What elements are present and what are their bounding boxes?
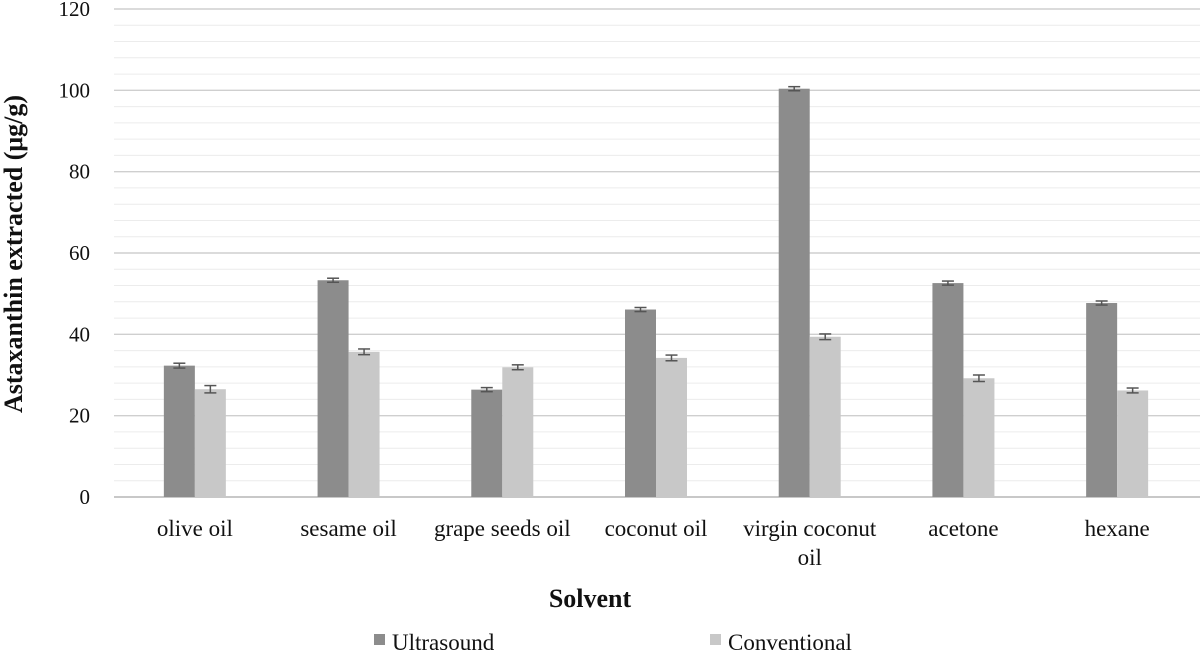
- bar-conventional: [348, 351, 380, 497]
- y-tick-label: 120: [59, 0, 91, 21]
- x-category-label: sesame oil: [300, 516, 396, 541]
- bar-ultrasound: [163, 365, 195, 497]
- x-category-label: olive oil: [157, 516, 233, 541]
- bar-conventional: [502, 367, 534, 497]
- y-tick-labels: 0 20 40 60 80 100 120: [59, 0, 91, 509]
- bar-ultrasound: [471, 389, 503, 497]
- legend-label: Ultrasound: [392, 630, 495, 652]
- x-category-labels: olive oil sesame oil grape seeds oil coconu…: [157, 516, 1150, 570]
- y-tick-label: 20: [69, 404, 90, 428]
- x-category-label: oil: [798, 545, 822, 570]
- bar-conventional: [194, 389, 226, 497]
- legend-swatch: [374, 634, 385, 645]
- y-tick-label: 0: [80, 485, 91, 509]
- bar-ultrasound: [778, 88, 810, 497]
- x-category-label: virgin coconut: [743, 516, 877, 541]
- y-axis-title: Astaxanthin extracted (μg/g): [0, 95, 28, 413]
- legend: Ultrasound Conventional: [374, 630, 852, 655]
- x-category-label: hexane: [1085, 516, 1150, 541]
- legend-label: Conventional: [728, 630, 852, 652]
- bar-conventional: [656, 357, 687, 497]
- y-tick-label: 80: [69, 160, 90, 184]
- legend-swatch: [710, 634, 721, 645]
- bar-ultrasound: [317, 280, 349, 497]
- gridlines: [114, 8, 1200, 498]
- x-category-label: acetone: [928, 516, 998, 541]
- y-tick-label: 60: [69, 241, 90, 265]
- bar-ultrasound: [1086, 303, 1118, 497]
- x-category-label: grape seeds oil: [434, 516, 571, 541]
- bar-conventional: [963, 378, 995, 497]
- bar-ultrasound: [625, 309, 656, 497]
- y-tick-label: 40: [69, 322, 90, 346]
- bar-conventional: [809, 336, 841, 497]
- y-tick-label: 100: [59, 78, 91, 102]
- x-axis-title: Solvent: [549, 584, 632, 613]
- bar-conventional: [1117, 390, 1149, 497]
- x-category-label: coconut oil: [605, 516, 708, 541]
- bars: [163, 85, 1149, 497]
- bar-ultrasound: [932, 283, 964, 497]
